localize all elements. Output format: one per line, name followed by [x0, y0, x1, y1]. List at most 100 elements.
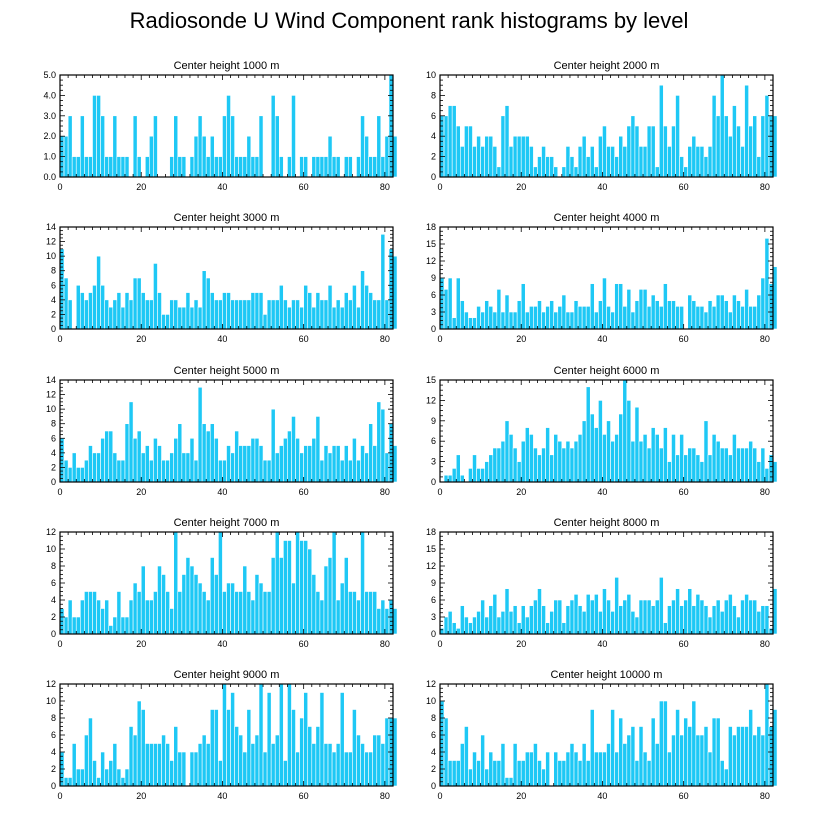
histogram-bar — [589, 599, 595, 635]
histogram-bar — [157, 743, 162, 787]
histogram-bar — [140, 452, 146, 483]
histogram-bar — [116, 591, 122, 635]
histogram-bar — [577, 605, 583, 635]
histogram-bar — [594, 427, 599, 483]
histogram-bar — [460, 605, 465, 635]
histogram-bar — [283, 540, 288, 635]
y-tick-label: 8 — [51, 419, 56, 429]
histogram-bar — [278, 683, 284, 787]
histogram-bar — [303, 156, 309, 178]
histogram-bar — [140, 709, 146, 787]
histogram-bar — [455, 125, 461, 178]
histogram-bar — [250, 743, 256, 787]
histogram-bar — [496, 166, 502, 178]
x-tick-label: 20 — [136, 182, 146, 192]
histogram-bar — [226, 292, 231, 330]
y-tick-label: 15 — [426, 544, 436, 554]
histogram-bar — [169, 156, 175, 178]
y-tick-label: 2 — [51, 462, 56, 472]
histogram-bar — [610, 611, 615, 635]
histogram-bar — [161, 574, 166, 635]
histogram-bar — [274, 299, 280, 330]
histogram-bar — [504, 588, 510, 635]
histogram-bar — [618, 283, 624, 330]
histogram-bar — [153, 437, 158, 483]
histogram-bar — [634, 616, 640, 635]
histogram-bar — [622, 743, 628, 787]
y-tick-label: 0 — [51, 477, 56, 487]
y-tick-label: 12 — [46, 679, 56, 689]
histogram-bar — [622, 379, 628, 483]
histogram-bar — [226, 582, 231, 635]
histogram-bar — [307, 548, 313, 635]
histogram-bar — [327, 135, 333, 178]
histogram-bar — [177, 156, 183, 178]
histogram-bar — [581, 420, 587, 483]
panel-title: Center height 2000 m — [554, 60, 660, 72]
histogram-bar — [348, 591, 353, 635]
histogram-bar — [352, 709, 357, 787]
histogram-bar — [291, 95, 296, 178]
histogram-bar — [756, 294, 762, 330]
histogram-bar — [193, 751, 199, 787]
histogram-bar — [545, 622, 550, 635]
histogram-bar — [748, 599, 753, 635]
histogram-bar — [153, 591, 158, 635]
histogram-bar — [270, 743, 276, 787]
histogram-bar — [218, 156, 223, 178]
histogram-bar — [360, 531, 365, 635]
histogram-bar — [460, 146, 465, 178]
histogram-bar — [266, 591, 272, 635]
histogram-bar — [634, 760, 640, 787]
histogram-bar — [524, 427, 530, 483]
histogram-bar — [181, 751, 187, 787]
histogram-bar — [549, 156, 555, 178]
panel-8: Center height 8000 m 0 20 40 60 80 0 3 6 9 12 15 18 — [426, 517, 778, 649]
x-tick-label: 0 — [57, 487, 62, 497]
histogram-bar — [703, 605, 709, 635]
histogram-bar — [451, 317, 457, 330]
histogram-bar — [339, 582, 345, 635]
histogram-bar — [447, 105, 453, 178]
histogram-bar — [287, 683, 292, 787]
histogram-bar — [372, 156, 378, 178]
histogram-bar — [149, 135, 154, 178]
histogram-bar — [557, 760, 563, 787]
histogram-bar — [173, 531, 179, 635]
histogram-bar — [303, 284, 309, 330]
histogram-bar — [205, 743, 211, 787]
histogram-bar — [557, 440, 563, 483]
x-tick-label: 40 — [597, 487, 607, 497]
panel-1: Center height 1000 m 0 20 40 60 80 0.0 1.0 2.0 3.… — [43, 60, 398, 192]
histogram-bar — [598, 135, 603, 178]
histogram-bar — [719, 611, 725, 635]
histogram-bar — [226, 445, 231, 483]
histogram-bar — [75, 467, 81, 483]
histogram-bar — [549, 454, 555, 483]
histogram-bar — [691, 300, 697, 330]
histogram-bar — [728, 454, 733, 483]
histogram-bar — [246, 591, 252, 635]
y-tick-label: 0 — [431, 324, 436, 334]
histogram-bar — [234, 430, 239, 483]
histogram-bar — [218, 531, 223, 635]
histogram-bar — [124, 156, 130, 178]
histogram-bar — [691, 135, 697, 178]
y-tick-label: 0 — [51, 629, 56, 639]
histogram-bar — [364, 452, 369, 483]
histogram-bar — [772, 588, 778, 635]
histogram-bar — [537, 760, 542, 787]
histogram-bar — [484, 616, 490, 635]
histogram-bar — [504, 294, 510, 330]
histogram-bar — [88, 156, 93, 178]
x-tick-label: 80 — [760, 182, 770, 192]
histogram-bar — [136, 591, 142, 635]
histogram-bar — [360, 743, 365, 787]
x-tick-label: 20 — [516, 334, 526, 344]
histogram-bar — [634, 300, 640, 330]
histogram-bar — [181, 574, 187, 635]
x-tick-label: 40 — [597, 791, 607, 801]
histogram-bar — [112, 743, 118, 787]
histogram-bar — [343, 445, 349, 483]
x-tick-label: 0 — [437, 487, 442, 497]
